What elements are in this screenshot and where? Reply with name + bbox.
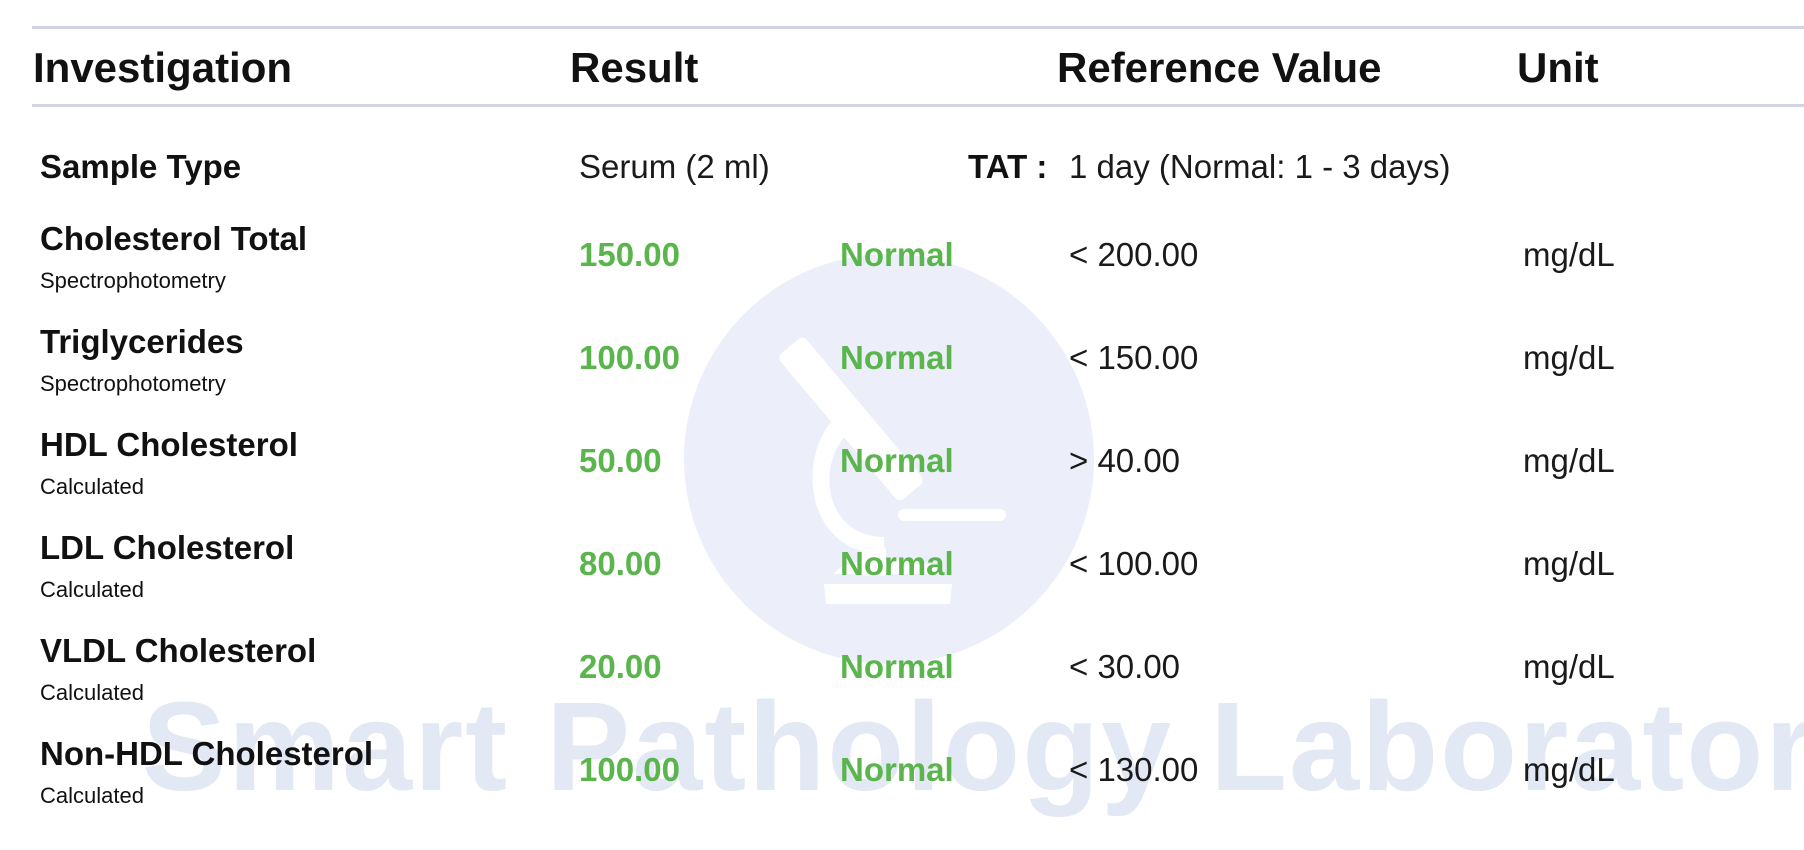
tat-label: TAT : — [968, 148, 1047, 186]
reference-value: < 30.00 — [1069, 648, 1180, 686]
test-name: Cholesterol Total — [40, 220, 307, 258]
test-method: Calculated — [40, 680, 144, 706]
unit: mg/dL — [1523, 751, 1615, 789]
test-result: 80.00 — [579, 545, 662, 583]
tat-value: 1 day (Normal: 1 - 3 days) — [1069, 148, 1450, 186]
unit: mg/dL — [1523, 648, 1615, 686]
result-flag: Normal — [840, 236, 954, 274]
result-flag: Normal — [840, 648, 954, 686]
header-reference-value: Reference Value — [1057, 44, 1382, 92]
reference-value: < 150.00 — [1069, 339, 1198, 377]
header-bottom-rule — [32, 104, 1804, 107]
test-name: VLDL Cholesterol — [40, 632, 316, 670]
test-name: LDL Cholesterol — [40, 529, 294, 567]
test-method: Spectrophotometry — [40, 268, 226, 294]
test-result: 100.00 — [579, 339, 680, 377]
reference-value: < 130.00 — [1069, 751, 1198, 789]
test-result: 50.00 — [579, 442, 662, 480]
result-flag: Normal — [840, 751, 954, 789]
sample-type-value: Serum (2 ml) — [579, 148, 770, 186]
test-method: Calculated — [40, 783, 144, 809]
reference-value: > 40.00 — [1069, 442, 1180, 480]
unit: mg/dL — [1523, 236, 1615, 274]
header-top-rule — [32, 26, 1804, 29]
header-investigation: Investigation — [33, 44, 292, 92]
result-flag: Normal — [840, 545, 954, 583]
result-flag: Normal — [840, 442, 954, 480]
test-method: Calculated — [40, 577, 144, 603]
result-flag: Normal — [840, 339, 954, 377]
test-name: HDL Cholesterol — [40, 426, 298, 464]
sample-type-label: Sample Type — [40, 148, 241, 186]
test-result: 150.00 — [579, 236, 680, 274]
reference-value: < 200.00 — [1069, 236, 1198, 274]
test-method: Calculated — [40, 474, 144, 500]
header-result: Result — [570, 44, 698, 92]
unit: mg/dL — [1523, 339, 1615, 377]
test-result: 20.00 — [579, 648, 662, 686]
test-name: Non-HDL Cholesterol — [40, 735, 373, 773]
unit: mg/dL — [1523, 442, 1615, 480]
reference-value: < 100.00 — [1069, 545, 1198, 583]
test-method: Spectrophotometry — [40, 371, 226, 397]
test-name: Triglycerides — [40, 323, 244, 361]
header-unit: Unit — [1517, 44, 1599, 92]
test-result: 100.00 — [579, 751, 680, 789]
unit: mg/dL — [1523, 545, 1615, 583]
